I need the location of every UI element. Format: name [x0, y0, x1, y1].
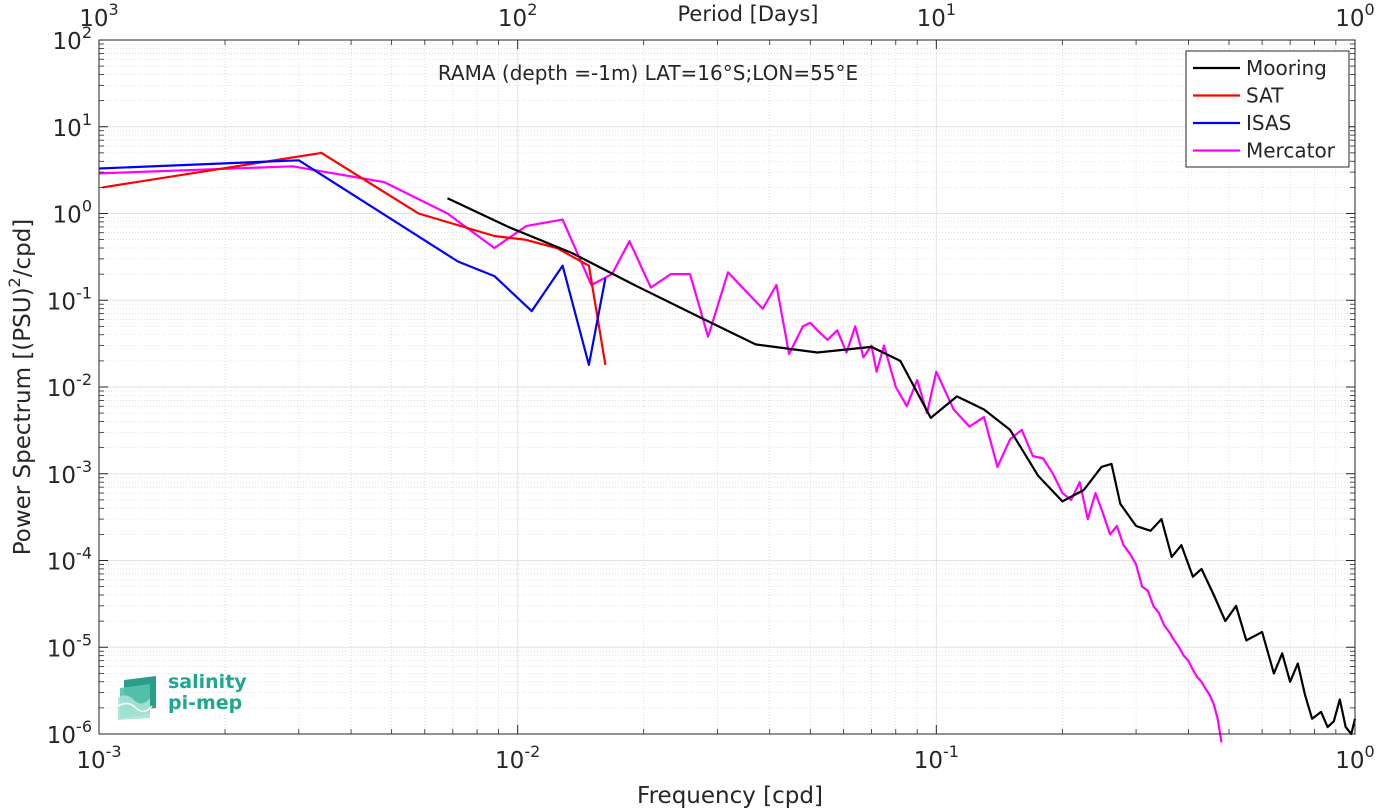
- top-tick-label: 100: [1335, 0, 1374, 32]
- series-line-mercator: [98, 165, 1223, 743]
- salinity-pi-mep-logo: salinity pi-mep: [116, 672, 256, 724]
- ticks-layer: [98, 39, 1356, 735]
- top-axis-label: Period [Days]: [678, 2, 819, 26]
- series-line-isas: [98, 159, 607, 366]
- x-tick-label: 100: [1335, 742, 1374, 774]
- legend-label-sat: SAT: [1246, 84, 1284, 108]
- y-tick-label: 10-5: [47, 630, 92, 662]
- legend: Mooring SAT ISAS Mercator: [1185, 50, 1350, 168]
- chart-title: RAMA (depth =-1m) LAT=16°S;LON=55°E: [438, 61, 858, 85]
- x-tick-label: 10-1: [914, 742, 959, 774]
- minor-grid: [99, 40, 1355, 734]
- salinity-logo-icon: [117, 676, 156, 720]
- y-tick-label: 10-2: [47, 370, 92, 402]
- series-line-mooring: [447, 197, 1357, 736]
- series-layer: [98, 151, 1357, 743]
- legend-label-isas: ISAS: [1246, 111, 1291, 135]
- y-tick-label: 102: [53, 23, 92, 55]
- legend-box: [1185, 50, 1350, 168]
- series-line-sat: [102, 151, 607, 366]
- x-tick-label: 10-3: [76, 742, 121, 774]
- y-tick-label: 101: [53, 110, 92, 142]
- y-axis-label: Power Spectrum [(PSU)2/cpd]: [5, 219, 36, 556]
- x-axis-label: Frequency [cpd]: [637, 783, 823, 809]
- y-tick-label: 10-4: [47, 544, 92, 576]
- legend-label-mercator: Mercator: [1246, 139, 1336, 163]
- top-tick-label: 103: [79, 0, 118, 32]
- top-tick-label: 101: [917, 0, 956, 32]
- top-tick-label: 102: [498, 0, 537, 32]
- legend-label-mooring: Mooring: [1246, 56, 1327, 80]
- y-tick-label: 100: [53, 197, 92, 229]
- y-tick-label: 10-1: [47, 283, 92, 315]
- logo-line-1: salinity: [168, 671, 247, 693]
- y-tick-label: 10-3: [47, 457, 92, 489]
- x-tick-label: 10-2: [495, 742, 540, 774]
- logo-line-2: pi-mep: [168, 692, 243, 714]
- y-tick-label: 10-6: [47, 717, 92, 749]
